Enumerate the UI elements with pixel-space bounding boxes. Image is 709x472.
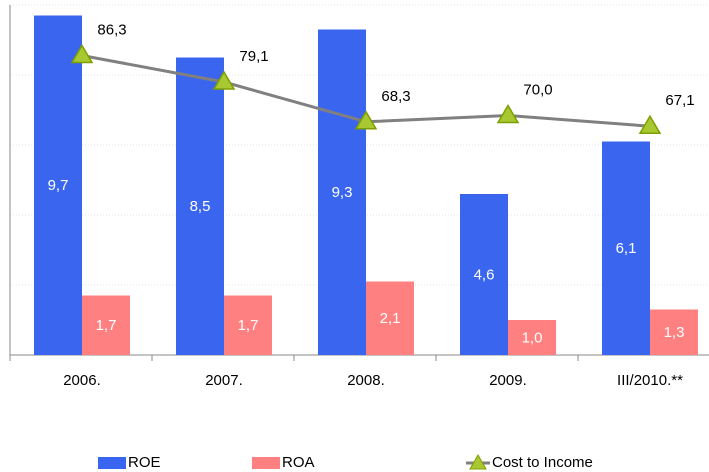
bar xyxy=(366,281,414,355)
data-label: 68,3 xyxy=(381,88,410,105)
legend-label: Cost to Income xyxy=(492,454,593,471)
bar xyxy=(508,320,556,355)
data-label: 70,0 xyxy=(523,81,552,98)
data-label: 1,0 xyxy=(522,329,543,346)
x-tick-label: 2006. xyxy=(63,372,101,389)
data-label: 2,1 xyxy=(380,310,401,327)
legend-swatch xyxy=(98,457,126,469)
data-label: 1,7 xyxy=(238,317,259,334)
bar xyxy=(82,295,130,355)
data-label: 6,1 xyxy=(616,240,637,257)
x-tick-label: 2009. xyxy=(489,372,527,389)
data-label: 9,3 xyxy=(332,184,353,201)
data-label: 86,3 xyxy=(97,21,126,38)
data-label: 8,5 xyxy=(190,198,211,215)
bar xyxy=(602,141,650,355)
data-label: 67,1 xyxy=(665,92,694,109)
data-label: 1,7 xyxy=(96,317,117,334)
data-label: 4,6 xyxy=(474,266,495,283)
bar xyxy=(650,309,698,355)
legend-label: ROE xyxy=(128,454,161,471)
data-label: 9,7 xyxy=(48,177,69,194)
x-tick-label: 2007. xyxy=(205,372,243,389)
bar xyxy=(224,295,272,355)
marker xyxy=(70,43,94,64)
bar xyxy=(318,29,366,355)
marker xyxy=(496,104,520,124)
bar xyxy=(460,194,508,355)
bar xyxy=(176,57,224,355)
data-label: 79,1 xyxy=(239,48,268,65)
legend-marker xyxy=(469,453,487,470)
marker xyxy=(212,70,236,90)
legend-label: ROA xyxy=(282,454,315,471)
x-tick-label: III/2010.** xyxy=(617,372,683,389)
legend-swatch xyxy=(252,457,280,469)
marker xyxy=(638,114,662,134)
x-tick-label: 2008. xyxy=(347,372,385,389)
data-label: 1,3 xyxy=(664,324,685,341)
marker xyxy=(354,110,378,130)
bar xyxy=(34,15,82,355)
